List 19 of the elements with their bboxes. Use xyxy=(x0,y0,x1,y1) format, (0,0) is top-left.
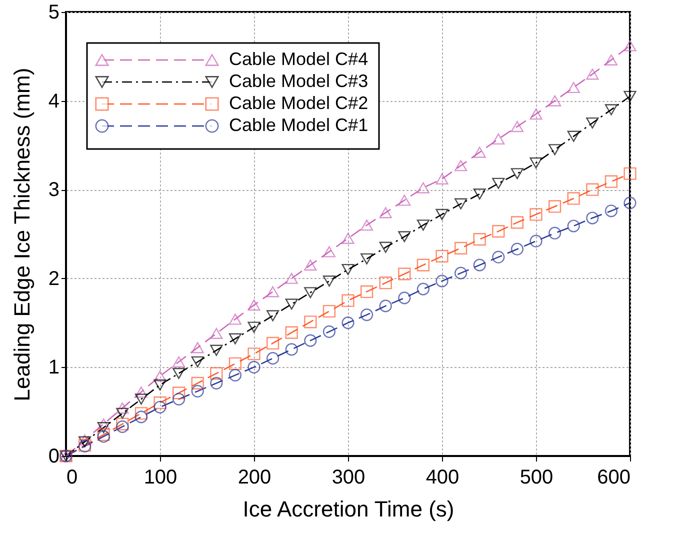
y-tick-label: 3 xyxy=(48,179,60,202)
legend-label: Cable Model C#3 xyxy=(229,71,368,91)
legend-label: Cable Model C#2 xyxy=(229,93,368,113)
y-tick-label: 5 xyxy=(48,2,60,24)
x-tick-label: 400 xyxy=(426,466,460,488)
x-axis-title: Ice Accretion Time (s) xyxy=(242,496,454,522)
x-tick-label: 500 xyxy=(520,466,554,488)
x-tick-label: 100 xyxy=(144,466,178,488)
y-tick-label: 2 xyxy=(48,268,60,290)
y-tick-label: 1 xyxy=(48,356,60,379)
x-tick-label: 300 xyxy=(332,466,366,488)
legend-label: Cable Model C#4 xyxy=(229,49,368,69)
y-tick-label: 0 xyxy=(48,446,60,468)
x-tick-label: 600 xyxy=(597,466,630,488)
x-tick-label: 200 xyxy=(238,466,272,488)
x-tick-label: 0 xyxy=(66,466,78,488)
y-tick-label: 4 xyxy=(48,90,60,112)
y-axis-title: Leading Edge Ice Thickness (mm) xyxy=(9,68,34,402)
legend-label: Cable Model C#1 xyxy=(229,115,368,135)
